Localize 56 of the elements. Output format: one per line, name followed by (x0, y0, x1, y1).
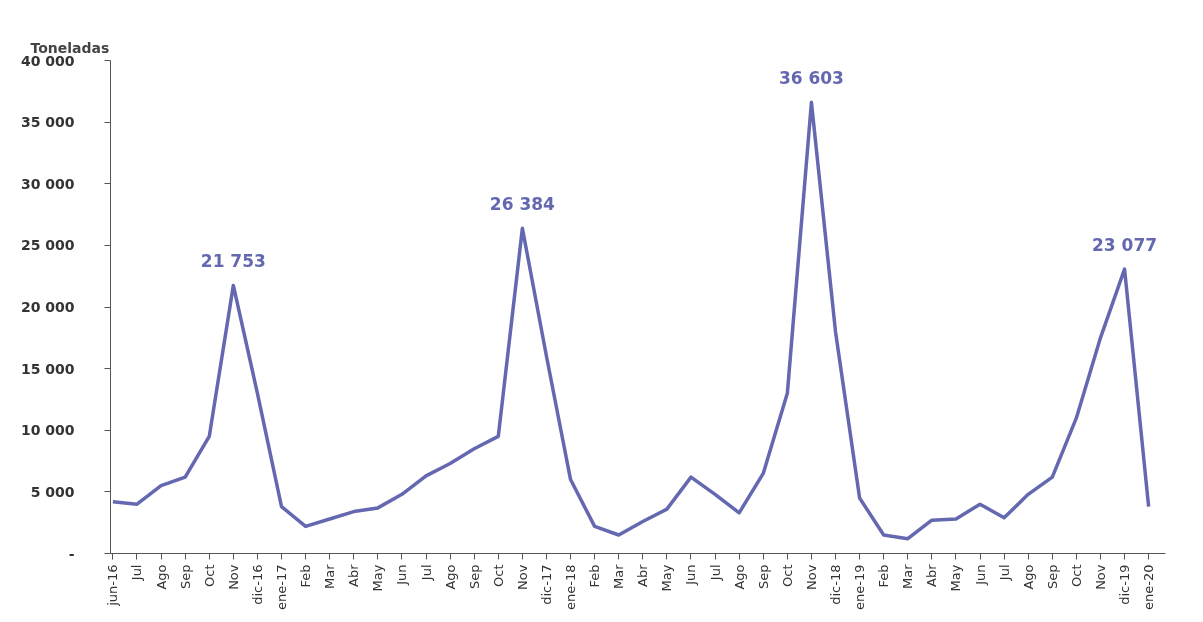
x-tick-label: Jun (972, 564, 988, 586)
data-label: 36 603 (778, 68, 844, 89)
x-tick-label: May (370, 564, 386, 592)
y-tick-label: 10 000 (20, 422, 75, 439)
x-tick-label: Abr (346, 563, 362, 587)
x-tick-label: Sep (466, 564, 482, 589)
x-tick-label: Nov (803, 564, 819, 590)
x-tick-label: Abr (924, 563, 940, 587)
y-tick-label: 35 000 (20, 114, 75, 131)
x-tick-label: Feb (587, 564, 603, 588)
x-tick-label: Ago (153, 564, 169, 590)
x-tick-label: Sep (177, 564, 193, 589)
x-tick-label: Mar (900, 563, 916, 590)
x-tick-label: Ago (1020, 564, 1036, 590)
x-tick-label: jun-16 (105, 564, 121, 607)
x-tick-label: dic-16 (249, 564, 265, 605)
x-tick-label: Sep (755, 564, 771, 589)
x-tick-label: Oct (1068, 564, 1084, 587)
x-tick-label: Jul (996, 564, 1012, 582)
x-tick-label: Jul (707, 564, 723, 582)
x-tick-label: Oct (490, 564, 506, 587)
y-tick-label: 25 000 (20, 237, 75, 254)
data-label: 23 077 (1092, 235, 1158, 256)
x-tick-label: Ago (442, 564, 458, 590)
y-tick-label: 20 000 (20, 299, 75, 315)
x-tick-label: Mar (611, 563, 627, 590)
data-label: 26 384 (489, 194, 556, 215)
x-tick-label: ene-18 (563, 564, 579, 610)
x-tick-label: Feb (876, 564, 892, 588)
x-tick-label: Feb (298, 564, 314, 588)
x-tick-label: Nov (1092, 564, 1108, 590)
x-tick-label: ene-19 (852, 564, 868, 610)
x-tick-label: Jun (683, 564, 699, 586)
x-tick-label: Oct (201, 564, 217, 587)
x-tick-label: Jul (418, 564, 434, 582)
x-tick-label: ene-17 (274, 564, 290, 610)
data-label: 21 753 (200, 251, 266, 272)
x-tick-label: Oct (779, 564, 795, 587)
y-tick-label: 15 000 (20, 360, 75, 377)
x-tick-label: dic-18 (828, 564, 844, 605)
x-tick-label: May (659, 564, 675, 592)
x-tick-label: Jul (129, 564, 145, 582)
x-tick-label: dic-19 (1117, 564, 1133, 605)
y-tick-label: - (68, 545, 75, 562)
x-tick-label: Sep (1044, 564, 1060, 589)
x-tick-label: Nov (514, 564, 530, 590)
y-tick-label: 5 000 (30, 483, 75, 500)
x-tick-label: dic-17 (538, 564, 554, 605)
y-tick-label: 30 000 (20, 175, 75, 192)
x-tick-label: Jun (394, 564, 410, 586)
x-tick-label: Ago (731, 564, 747, 590)
x-tick-label: ene-20 (1141, 564, 1157, 610)
x-tick-label: Abr (635, 563, 651, 587)
x-tick-label: Mar (322, 563, 338, 590)
x-tick-label: May (948, 564, 964, 592)
x-tick-label: Nov (225, 564, 241, 590)
